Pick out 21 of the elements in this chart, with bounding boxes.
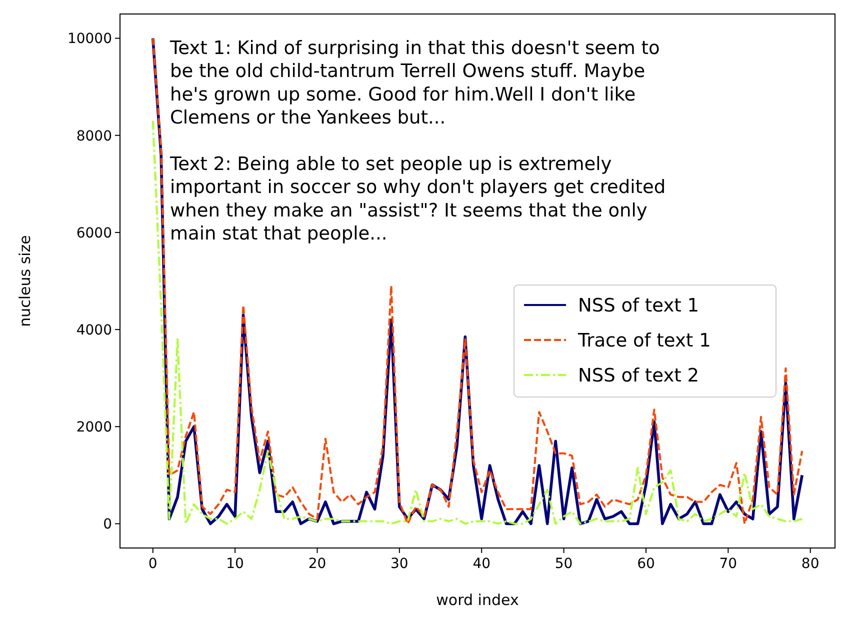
text: Text 1: Kind of surprising in that this doesn't seem to be the old child-tantrum Terrell Owens stuff. Maybe he's grown up some. Good for him.Well I don't like Clemens or the Yankees but... Text 2: Being able to set people up is extremely important in soccer so why don't players get credited when they make an "assist"? It seems that the only main stat that people...	[170, 38, 666, 245]
y-tick-label: 0	[103, 516, 112, 533]
x-tick-label: 70	[719, 556, 738, 572]
x-axis-title: word index	[436, 591, 519, 609]
x-tick-label: 30	[390, 556, 408, 572]
y-tick-label: 10000	[67, 31, 112, 48]
x-tick-label: 80	[801, 556, 820, 572]
x-tick-label: 20	[308, 556, 326, 572]
y-tick-label: 6000	[76, 225, 112, 242]
legend-label: Trace of text 1	[577, 330, 711, 352]
x-tick-label: 0	[148, 556, 158, 572]
x-tick-label: 10	[226, 556, 244, 572]
x-tick-label: 40	[472, 556, 491, 572]
legend-label: NSS of text 1	[578, 295, 700, 316]
y-axis-title: nucleus size	[16, 235, 34, 327]
y-tick-label: 8000	[76, 128, 112, 144]
x-tick-label: 50	[554, 556, 573, 572]
legend-label: NSS of text 2	[578, 365, 700, 386]
x-tick-label: 60	[637, 556, 655, 572]
y-tick-label: 2000	[76, 420, 112, 436]
y-tick-label: 4000	[76, 322, 112, 338]
